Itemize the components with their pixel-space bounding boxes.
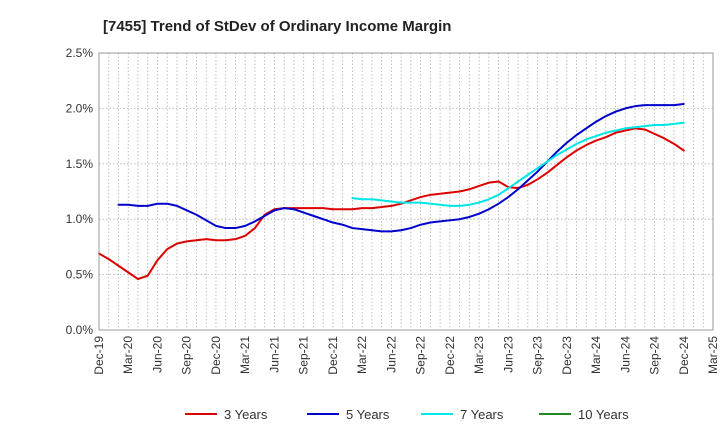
legend-label: 7 Years	[460, 407, 504, 422]
x-tick-label: Mar-23	[472, 336, 486, 374]
x-tick-label: Dec-22	[443, 336, 457, 375]
y-axis-ticks: 0.0% 0.5% 1.0% 1.5% 2.0% 2.5%	[66, 46, 94, 337]
x-tick-label: Dec-24	[677, 336, 691, 375]
x-tick-label: Jun-24	[618, 336, 632, 373]
plot-frame	[98, 52, 714, 331]
y-tick-label: 1.0%	[66, 212, 94, 226]
chart-title: [7455] Trend of StDev of Ordinary Income…	[103, 18, 451, 35]
x-tick-label: Dec-21	[326, 336, 340, 375]
y-tick-label: 0.0%	[66, 323, 94, 337]
y-tick-label: 2.5%	[66, 46, 94, 60]
series-line-3-years	[98, 127, 685, 281]
x-tick-label: Sep-23	[531, 336, 545, 375]
x-tick-label: Jun-23	[501, 336, 515, 373]
grid	[99, 52, 713, 331]
y-tick-label: 0.5%	[66, 268, 94, 282]
series-line-7-years	[351, 121, 685, 207]
x-tick-label: Dec-20	[209, 336, 223, 375]
x-axis-ticks: Dec-19 Mar-20 Jun-20 Sep-20 Dec-20 Mar-21 Jun-…	[92, 336, 720, 375]
x-tick-label: Jun-20	[150, 336, 164, 373]
legend-label: 5 Years	[346, 407, 390, 422]
x-tick-label: Mar-20	[121, 336, 135, 374]
x-tick-label: Sep-24	[648, 336, 662, 375]
x-tick-label: Mar-25	[706, 336, 720, 374]
x-tick-label: Mar-22	[355, 336, 369, 374]
x-tick-label: Dec-23	[560, 336, 574, 375]
x-tick-label: Jun-21	[267, 336, 281, 373]
x-tick-label: Sep-20	[180, 336, 194, 375]
x-tick-label: Mar-21	[238, 336, 252, 374]
legend-label: 10 Years	[578, 407, 629, 422]
x-tick-label: Sep-21	[297, 336, 311, 375]
series-line-5-years	[117, 102, 685, 233]
x-tick-label: Mar-24	[589, 336, 603, 374]
x-tick-label: Sep-22	[414, 336, 428, 375]
series-layer	[98, 102, 685, 281]
legend: 3 Years 5 Years 7 Years 10 Years	[185, 407, 629, 422]
x-tick-label: Jun-22	[384, 336, 398, 373]
x-tick-label: Dec-19	[92, 336, 106, 375]
y-tick-label: 2.0%	[66, 101, 94, 115]
legend-label: 3 Years	[224, 407, 268, 422]
y-tick-label: 1.5%	[66, 157, 94, 171]
